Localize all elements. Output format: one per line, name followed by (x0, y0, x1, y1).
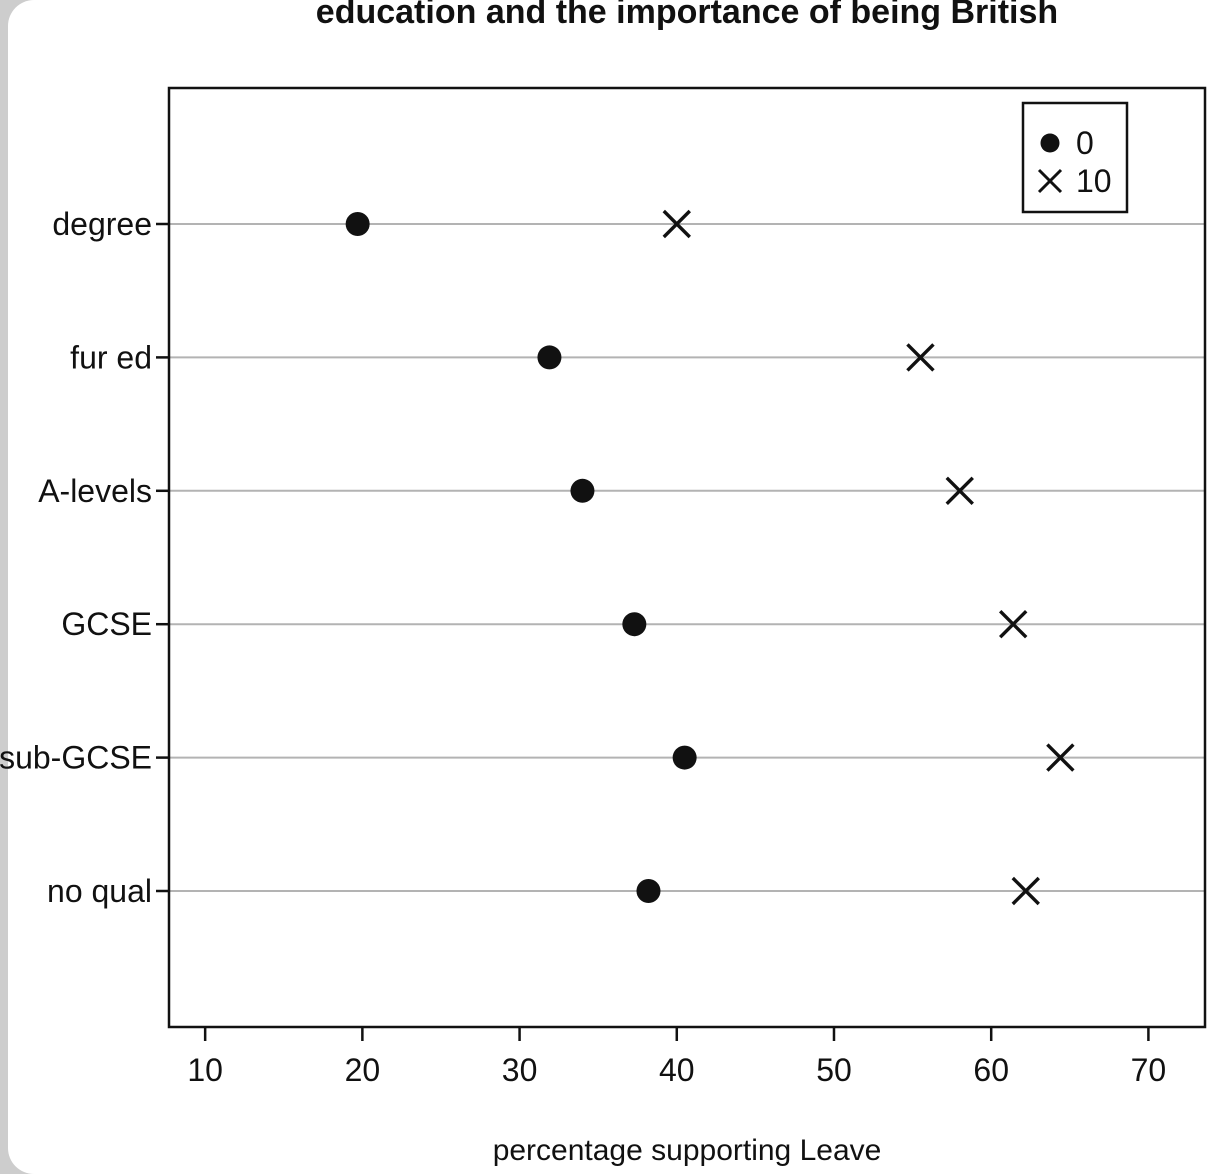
y-category-label: sub-GCSE (0, 740, 152, 776)
data-point-x (945, 476, 974, 506)
data-point-dot (570, 478, 595, 503)
x-tick-label: 50 (816, 1052, 852, 1088)
data-point-dot (672, 745, 697, 770)
y-category-label: degree (52, 206, 152, 242)
plot-border (167, 86, 1207, 1029)
legend-x-icon (1037, 168, 1063, 194)
data-point-x (662, 209, 691, 239)
x-tick-label: 10 (187, 1052, 223, 1088)
data-point-x (1011, 876, 1040, 906)
data-point-x (906, 343, 935, 372)
legend-box (1021, 101, 1129, 214)
x-tick-label: 60 (973, 1052, 1009, 1088)
legend-label: 10 (1076, 163, 1112, 199)
data-point-dot (345, 212, 370, 236)
y-category-label: no qual (47, 873, 152, 909)
legend-dot-icon (1040, 133, 1060, 153)
data-point-dot (622, 612, 647, 637)
data-point-x (1046, 743, 1075, 772)
x-tick-label: 20 (345, 1052, 381, 1088)
x-axis-label: percentage supporting Leave (492, 1134, 882, 1167)
y-category-label: A-levels (38, 473, 152, 509)
x-tick-label: 30 (502, 1052, 538, 1088)
data-point-dot (537, 345, 562, 370)
data-point-x (999, 609, 1028, 639)
y-category-label: fur ed (70, 339, 152, 375)
x-tick-label: 40 (659, 1052, 695, 1088)
y-category-label: GCSE (61, 606, 152, 642)
data-point-dot (636, 879, 661, 903)
x-tick-label: 70 (1131, 1052, 1167, 1088)
legend-label: 0 (1076, 125, 1094, 161)
chart-title: education and the importance of being Br… (315, 0, 1059, 31)
